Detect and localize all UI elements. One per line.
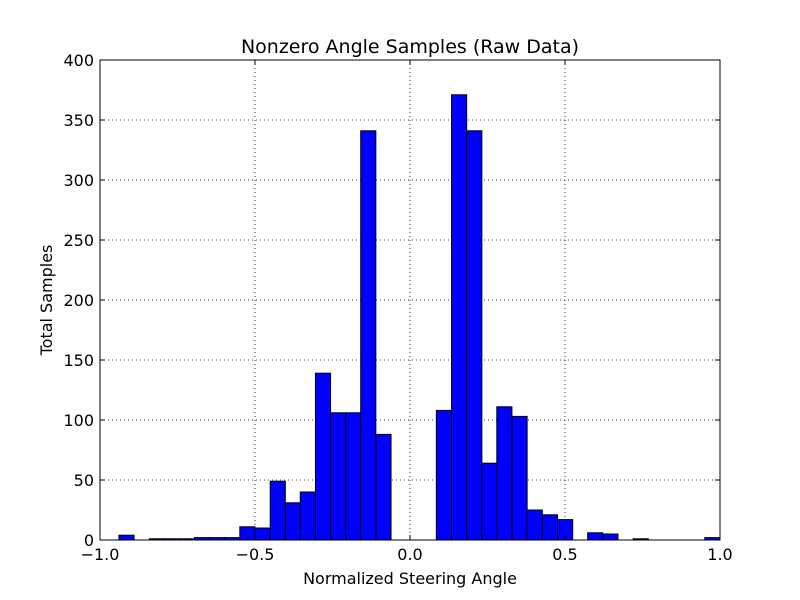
y-tick-label: 0 <box>84 531 94 550</box>
x-tick-label: −1.0 <box>81 545 120 564</box>
histogram-bar <box>254 527 271 541</box>
bars-group <box>118 94 721 541</box>
y-tick-label: 400 <box>63 51 94 70</box>
y-tick-label: 200 <box>63 291 94 310</box>
chart-title: Nonzero Angle Samples (Raw Data) <box>241 36 579 58</box>
x-tick-label: 0.0 <box>397 545 422 564</box>
y-tick-label: 300 <box>63 171 94 190</box>
histogram-bar <box>451 94 468 541</box>
histogram-bar <box>299 491 316 541</box>
grid-lines <box>100 60 720 540</box>
x-axis-label: Normalized Steering Angle <box>303 569 517 588</box>
histogram-bar <box>511 415 528 541</box>
histogram-bar <box>118 534 135 541</box>
histogram-bar <box>526 509 543 541</box>
histogram-bar <box>239 526 256 541</box>
histogram-bar <box>314 372 332 541</box>
x-tick-label: 1.0 <box>707 545 732 564</box>
histogram-bar <box>375 433 392 541</box>
axis-ticks: −1.0 −0.5 0.0 0.5 1.0 0 50 100 150 200 250 300 350 40… <box>63 51 732 564</box>
x-tick-label: −0.5 <box>236 545 275 564</box>
y-axis-label: Total Samples <box>37 245 56 357</box>
histogram-bar <box>435 409 452 541</box>
y-tick-label: 100 <box>63 411 94 430</box>
y-tick-label: 250 <box>63 231 94 250</box>
histogram-bar <box>330 412 347 541</box>
x-tick-label: 0.5 <box>552 545 577 564</box>
y-tick-label: 50 <box>74 471 94 490</box>
histogram-bar <box>496 406 513 541</box>
histogram-bar <box>269 480 286 541</box>
y-tick-label: 150 <box>63 351 94 370</box>
histogram-bar <box>541 514 558 541</box>
histogram-bar <box>466 130 483 541</box>
histogram-bar <box>481 462 498 541</box>
y-tick-label: 350 <box>63 111 94 130</box>
histogram-bar <box>360 130 377 541</box>
histogram-bar <box>602 533 619 541</box>
histogram-bar <box>284 502 302 541</box>
histogram-bar <box>345 412 362 541</box>
histogram-bar <box>587 532 604 541</box>
